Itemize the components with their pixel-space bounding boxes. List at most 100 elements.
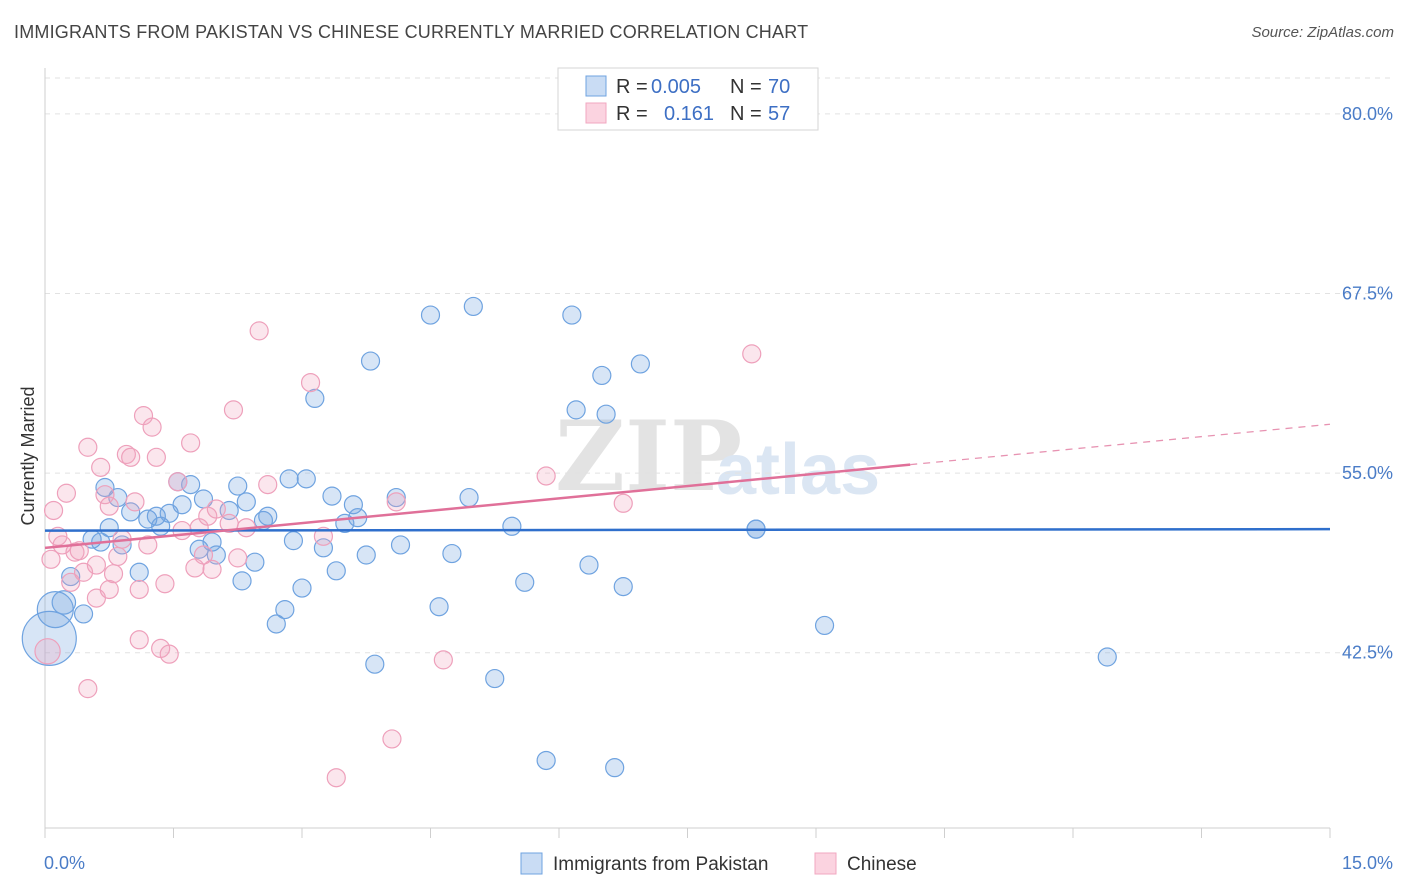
point-pakistan — [356, 545, 376, 565]
legend-r-label-2: R = — [616, 103, 648, 125]
y-tick-label: 42.5% — [1342, 643, 1393, 663]
y-tick-label: 80.0% — [1342, 104, 1393, 124]
point-chinese — [382, 729, 402, 749]
legend-bottom-swatch-pakistan — [520, 852, 543, 875]
point-pakistan — [61, 566, 81, 587]
point-pakistan — [121, 502, 141, 522]
legend-bottom-swatch-chinese — [814, 852, 837, 875]
x-tick-label-max: 15.0% — [1342, 853, 1393, 873]
point-chinese — [146, 447, 166, 467]
point-chinese — [41, 549, 61, 569]
point-pakistan — [279, 469, 299, 489]
point-chinese — [61, 572, 81, 592]
legend-swatch-pakistan — [585, 75, 607, 97]
point-chinese — [99, 496, 119, 516]
point-chinese — [300, 372, 321, 393]
point-pakistan — [429, 597, 449, 617]
point-chinese — [193, 545, 214, 565]
source-label: Source: ZipAtlas.com — [1251, 24, 1394, 41]
legend-n-value-1: 70 — [768, 76, 790, 98]
point-pakistan — [360, 351, 381, 371]
point-pakistan — [51, 590, 77, 615]
point-pakistan — [562, 305, 582, 325]
point-pakistan — [228, 476, 248, 496]
point-chinese — [228, 548, 248, 568]
point-chinese — [159, 644, 179, 664]
point-chinese — [95, 485, 115, 505]
point-pakistan — [232, 571, 252, 591]
point-chinese — [125, 492, 145, 512]
point-pakistan — [305, 388, 325, 409]
point-chinese — [155, 574, 175, 594]
point-pakistan — [420, 305, 441, 325]
point-pakistan — [390, 535, 411, 555]
point-pakistan — [605, 758, 625, 778]
point-pakistan — [502, 516, 522, 536]
point-chinese — [108, 546, 128, 567]
legend-n-value-2: 57 — [768, 103, 790, 125]
point-chinese — [313, 526, 334, 546]
point-chinese — [91, 457, 111, 477]
point-chinese — [103, 564, 124, 584]
point-pakistan — [275, 600, 295, 620]
y-tick-label: 67.5% — [1342, 284, 1393, 304]
point-pakistan — [485, 668, 505, 689]
y-axis-label: Currently Married — [18, 386, 38, 525]
trend-line-pakistan — [44, 527, 1331, 532]
legend-r-value-1: 0.005 — [651, 76, 701, 98]
point-chinese — [249, 321, 269, 341]
point-chinese — [48, 526, 68, 546]
legend-r-value-2: 0.161 — [664, 103, 714, 125]
point-chinese — [536, 466, 556, 486]
point-pakistan — [592, 365, 612, 386]
legend-bottom-label-pakistan: Immigrants from Pakistan — [553, 854, 768, 875]
point-chinese — [181, 433, 201, 453]
point-pakistan — [463, 296, 483, 317]
point-pakistan — [814, 615, 835, 636]
point-pakistan — [536, 750, 556, 771]
point-chinese — [168, 472, 188, 492]
legend-bottom: Immigrants from Pakistan Chinese — [520, 852, 917, 875]
point-chinese — [386, 492, 406, 512]
point-chinese — [99, 579, 119, 600]
point-chinese — [78, 679, 98, 699]
point-pakistan — [579, 555, 599, 575]
point-pakistan — [365, 654, 385, 674]
trend-line-chinese-dashed — [910, 423, 1331, 466]
point-pakistan — [95, 477, 115, 498]
point-pakistan — [326, 561, 346, 581]
point-chinese — [433, 650, 453, 670]
legend-n-label-2: N = — [730, 103, 762, 125]
point-pakistan — [515, 572, 535, 592]
chart-title: IMMIGRANTS FROM PAKISTAN VS CHINESE CURR… — [14, 22, 809, 42]
point-pakistan — [313, 538, 334, 558]
point-pakistan — [73, 604, 94, 624]
point-pakistan — [99, 518, 119, 538]
point-chinese — [202, 559, 222, 579]
point-pakistan — [459, 487, 479, 508]
point-pakistan — [322, 486, 342, 506]
point-pakistan — [283, 531, 304, 551]
point-chinese — [78, 437, 98, 457]
point-chinese — [613, 493, 633, 513]
point-pakistan — [596, 404, 616, 424]
point-pakistan — [296, 469, 316, 489]
point-pakistan — [613, 577, 633, 597]
point-pakistan — [386, 487, 406, 508]
watermark-zip: ZIP — [555, 400, 742, 513]
point-chinese — [206, 499, 226, 519]
y-tick-label: 55.0% — [1342, 463, 1393, 483]
point-pakistan — [630, 354, 650, 374]
point-chinese — [34, 638, 61, 665]
point-chinese — [86, 555, 107, 575]
point-pakistan — [266, 614, 286, 634]
point-chinese — [129, 630, 149, 650]
point-chinese — [223, 400, 244, 420]
point-chinese — [56, 483, 77, 503]
x-tick-label-min: 0.0% — [44, 853, 85, 873]
point-chinese — [142, 417, 162, 437]
legend-bottom-label-chinese: Chinese — [847, 854, 917, 875]
legend-n-label-1: N = — [730, 76, 762, 98]
point-pakistan — [1097, 647, 1117, 667]
